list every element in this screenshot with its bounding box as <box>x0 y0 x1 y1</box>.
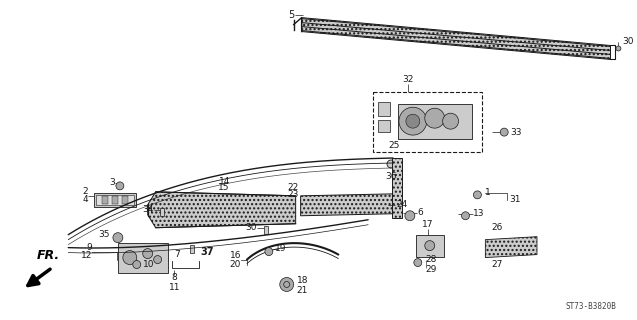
Bar <box>378 120 390 132</box>
Text: 1: 1 <box>485 188 491 197</box>
Bar <box>416 235 443 257</box>
Text: 4: 4 <box>82 195 88 204</box>
Circle shape <box>132 260 141 268</box>
Text: 3: 3 <box>109 179 115 188</box>
Text: 17: 17 <box>422 220 434 229</box>
Text: 2: 2 <box>82 188 88 196</box>
Bar <box>112 196 118 204</box>
Text: 13: 13 <box>473 209 485 218</box>
Text: 35: 35 <box>99 230 110 239</box>
Text: ST73-B3820B: ST73-B3820B <box>566 302 617 311</box>
Text: 37: 37 <box>200 247 214 257</box>
Text: 31: 31 <box>509 195 520 204</box>
Polygon shape <box>301 18 610 60</box>
Bar <box>118 243 168 273</box>
Circle shape <box>116 182 124 190</box>
Bar <box>398 104 473 139</box>
Bar <box>96 195 134 205</box>
Circle shape <box>500 128 508 136</box>
Text: 32: 32 <box>402 75 413 84</box>
Bar <box>373 92 482 152</box>
Text: 29: 29 <box>426 265 437 274</box>
Circle shape <box>113 233 123 243</box>
Circle shape <box>414 259 422 267</box>
Text: 21: 21 <box>297 286 308 295</box>
Circle shape <box>473 191 482 199</box>
Circle shape <box>283 282 290 287</box>
Circle shape <box>425 241 434 251</box>
Text: 14: 14 <box>218 177 230 186</box>
Polygon shape <box>392 158 402 218</box>
Circle shape <box>462 212 469 220</box>
Circle shape <box>265 248 273 256</box>
Circle shape <box>399 107 427 135</box>
Polygon shape <box>301 194 393 216</box>
Text: 26: 26 <box>491 223 503 232</box>
Bar <box>378 102 390 116</box>
Circle shape <box>123 251 137 265</box>
Text: 5: 5 <box>289 10 295 20</box>
Circle shape <box>143 249 153 259</box>
Text: 28: 28 <box>426 255 437 264</box>
Circle shape <box>154 256 162 264</box>
Text: 7: 7 <box>175 250 180 259</box>
Bar <box>122 196 128 204</box>
Text: 36: 36 <box>385 172 397 181</box>
Bar <box>190 244 194 252</box>
Text: 18: 18 <box>297 276 308 285</box>
Text: 9: 9 <box>87 243 92 252</box>
Text: 30: 30 <box>622 37 634 46</box>
Text: 25: 25 <box>389 141 399 150</box>
Text: 23: 23 <box>287 190 299 199</box>
Circle shape <box>405 211 415 221</box>
Text: 8: 8 <box>171 273 177 282</box>
Text: 11: 11 <box>169 283 180 292</box>
Bar <box>102 196 108 204</box>
Circle shape <box>406 114 420 128</box>
Text: 10: 10 <box>143 260 154 269</box>
Bar <box>160 208 164 216</box>
Text: 12: 12 <box>81 251 92 260</box>
Circle shape <box>443 113 459 129</box>
Bar <box>264 226 268 234</box>
Text: 16: 16 <box>229 251 241 260</box>
Bar <box>94 193 136 207</box>
Text: 33: 33 <box>510 128 522 137</box>
Circle shape <box>280 277 294 292</box>
Text: 15: 15 <box>218 183 230 192</box>
Circle shape <box>387 160 395 168</box>
Text: 20: 20 <box>230 260 241 269</box>
Text: 19: 19 <box>275 244 286 253</box>
Circle shape <box>616 46 621 51</box>
Text: 22: 22 <box>287 183 299 192</box>
Polygon shape <box>148 192 296 228</box>
Text: 6: 6 <box>418 208 424 217</box>
Text: FR.: FR. <box>37 249 60 261</box>
Text: 27: 27 <box>491 260 503 268</box>
Text: 34: 34 <box>142 205 154 214</box>
Text: 30: 30 <box>245 223 257 232</box>
Circle shape <box>425 108 445 128</box>
Text: 24: 24 <box>396 200 407 209</box>
Polygon shape <box>485 237 537 258</box>
